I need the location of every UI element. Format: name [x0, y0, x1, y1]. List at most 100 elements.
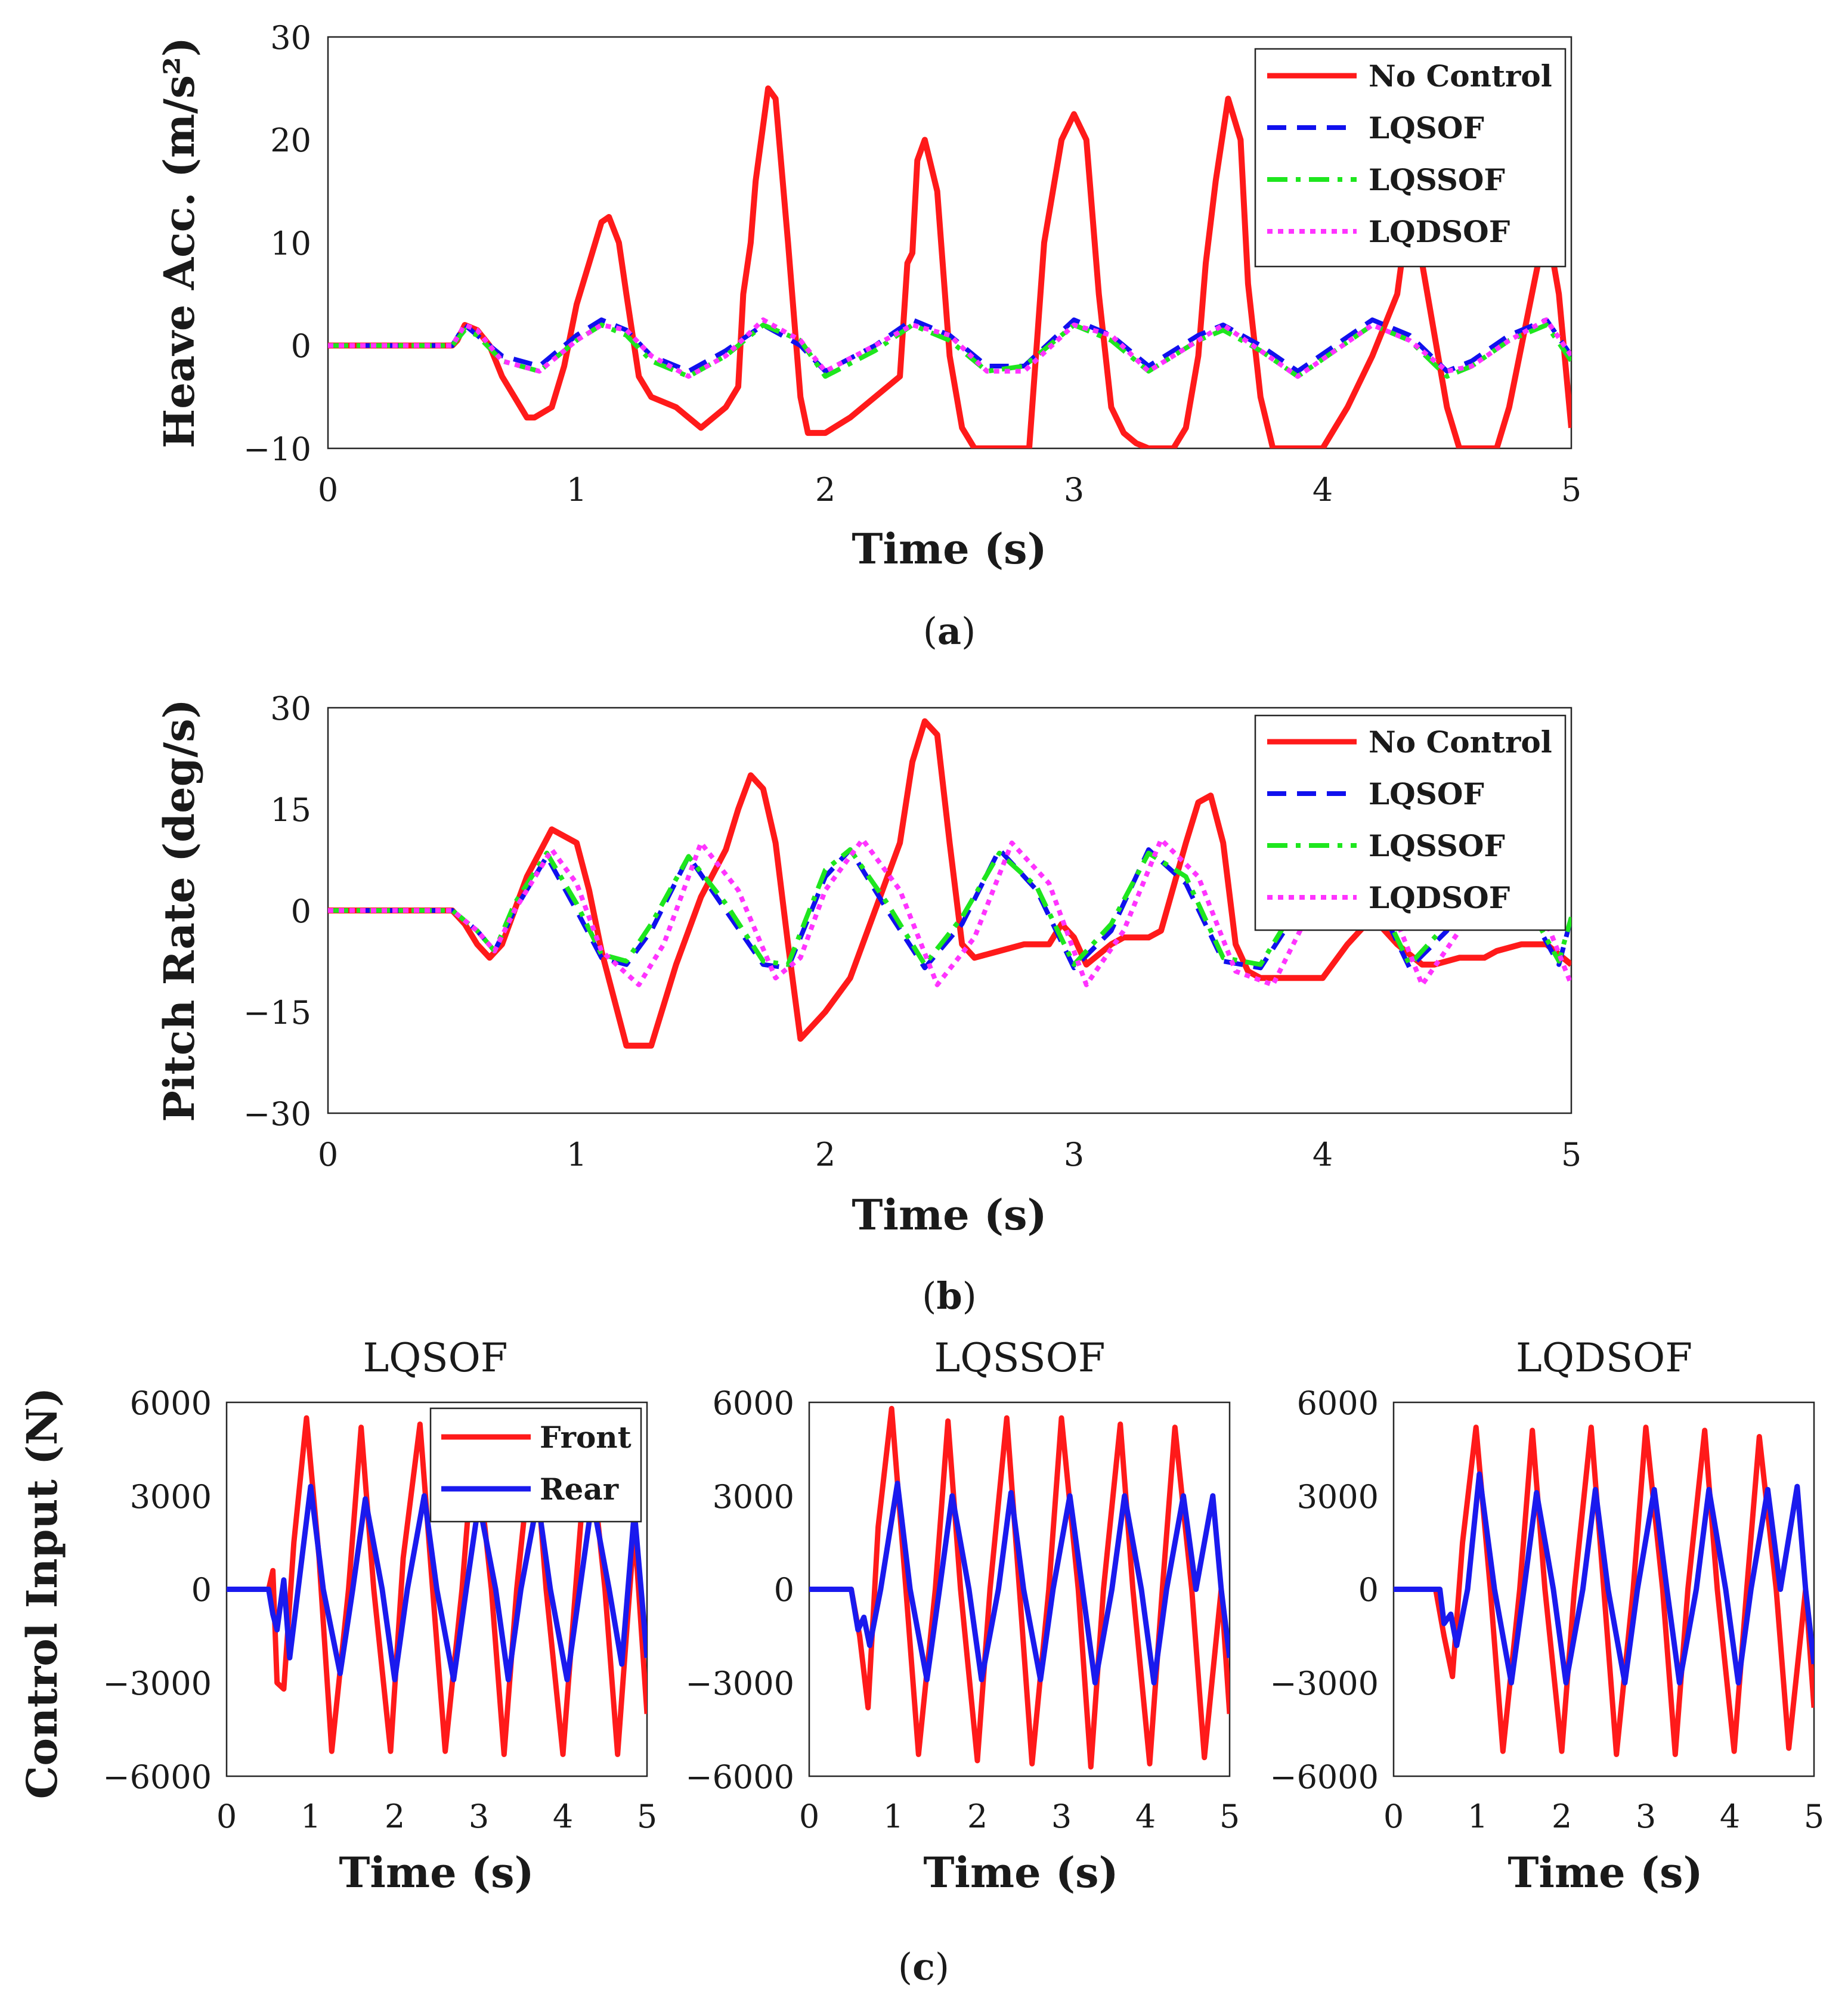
- ytick-label: 0: [774, 1571, 794, 1609]
- legend-label-no-control: No Control: [1369, 724, 1552, 760]
- xtick-label: 0: [216, 1798, 237, 1835]
- series-line-rear: [1394, 1471, 1814, 1686]
- panel-b-ytick-label: 30: [270, 690, 311, 727]
- subplot-lqdsof-x-axis-label: Time (s): [1508, 1848, 1702, 1897]
- series-line-no-control: [328, 85, 1571, 448]
- legend-label-lqsof: LQSOF: [1369, 776, 1484, 811]
- panel-a-y-ticks: 30 20 10 0 −10: [243, 19, 311, 468]
- xtick-label: 4: [1720, 1798, 1740, 1835]
- subplot-title-lqssof: LQSSOF: [934, 1335, 1105, 1381]
- series-line-no-control: [328, 718, 1571, 1049]
- legend-label-no-control: No Control: [1369, 58, 1552, 94]
- subplot-lqssof-series: [809, 1405, 1230, 1770]
- subplot-lqssof: LQSSOF 6000 3000 0 −3000 −6000 0 1 2 3 4…: [685, 1335, 1240, 1897]
- panel-b-y-ticks: 30 15 0 −15 −30: [243, 690, 311, 1133]
- series-line-front: [809, 1405, 1230, 1770]
- series-line-lqsof: [328, 847, 1571, 971]
- xtick-label: 5: [1219, 1798, 1240, 1835]
- xtick-label: 1: [883, 1798, 903, 1835]
- xtick-label: 3: [469, 1798, 489, 1835]
- panel-a-ytick-label: −10: [243, 430, 311, 468]
- xtick-label: 5: [637, 1798, 657, 1835]
- subplot-lqdsof: LQDSOF 6000 3000 0 −3000 −6000 0 1 2 3 4…: [1270, 1335, 1824, 1897]
- panel-b-ytick-label: −30: [243, 1095, 311, 1133]
- series-line-lqdsof: [328, 837, 1571, 987]
- panel-c: Control Input (N) LQSOF 6000 3000 0 −300…: [17, 1335, 1824, 1988]
- series-line-front: [227, 1415, 647, 1757]
- subplot-lqsof-x-axis-label: Time (s): [339, 1848, 534, 1897]
- xtick-label: 2: [385, 1798, 405, 1835]
- subplot-title-lqdsof: LQDSOF: [1516, 1335, 1692, 1381]
- series-line-lqdsof: [328, 317, 1571, 379]
- subplot-lqsof-legend-box: [429, 1407, 642, 1523]
- ytick-label: −3000: [685, 1665, 794, 1702]
- ytick-label: −6000: [685, 1758, 794, 1796]
- panel-b-xtick-label: 5: [1561, 1136, 1581, 1173]
- subplot-lqssof-x-axis-label: Time (s): [923, 1848, 1118, 1897]
- series-line-front: [1394, 1424, 1814, 1757]
- legend-label-lqssof: LQSSOF: [1369, 162, 1505, 197]
- panel-b-legend-box: [1254, 714, 1567, 931]
- panel-a-xtick-label: 3: [1064, 471, 1084, 509]
- subplot-lqsof: LQSOF 6000 3000 0 −3000 −6000 0 1 2 3 4 …: [103, 1335, 657, 1897]
- xtick-label: 0: [1383, 1798, 1404, 1835]
- panel-b-legend: No Control LQSOF LQSSOF LQDSOF: [1254, 714, 1567, 931]
- panel-a-ytick-label: 30: [270, 19, 311, 57]
- panel-b-xtick-label: 3: [1064, 1136, 1084, 1173]
- panel-a-xtick-label: 1: [567, 471, 587, 509]
- xtick-label: 4: [553, 1798, 573, 1835]
- xtick-label: 2: [967, 1798, 988, 1835]
- panel-a-y-axis-label: Heave Acc. (m/s²): [154, 37, 204, 448]
- ytick-label: 6000: [1297, 1384, 1379, 1422]
- panel-a-ytick-label: 0: [291, 327, 311, 365]
- panel-b: 30 15 0 −15 −30 0 1 2 3 4 5 Time (s) Pit…: [154, 690, 1581, 1318]
- subplot-title-lqsof: LQSOF: [363, 1335, 507, 1381]
- xtick-label: 0: [799, 1798, 819, 1835]
- legend-label-lqsof: LQSOF: [1369, 110, 1484, 145]
- panel-a-legend-box: [1254, 48, 1567, 268]
- panel-a-ytick-label: 20: [270, 122, 311, 159]
- panel-a: 30 20 10 0 −10 0 1 2 3 4 5 Time (s) Heav…: [154, 19, 1581, 653]
- panel-b-xtick-label: 4: [1313, 1136, 1333, 1173]
- legend-label-lqdsof: LQDSOF: [1369, 880, 1510, 915]
- panel-a-xtick-label: 4: [1313, 471, 1333, 509]
- subplot-lqsof-legend: Front Rear: [429, 1407, 642, 1523]
- series-line-lqsof: [328, 317, 1571, 374]
- panel-b-xtick-label: 1: [567, 1136, 587, 1173]
- panel-b-x-ticks: 0 1 2 3 4 5: [318, 1136, 1581, 1173]
- subplot-lqdsof-series: [1394, 1424, 1814, 1757]
- ytick-label: 3000: [130, 1478, 212, 1516]
- xtick-label: 1: [301, 1798, 321, 1835]
- panel-b-y-axis-label: Pitch Rate (deg/s): [154, 699, 204, 1122]
- panel-a-xtick-label: 5: [1561, 471, 1581, 509]
- legend-label-lqdsof: LQDSOF: [1369, 214, 1510, 249]
- panel-b-ytick-label: 0: [291, 893, 311, 930]
- panel-b-caption: (b): [922, 1274, 977, 1318]
- ytick-label: 3000: [713, 1478, 794, 1516]
- panel-c-caption: (c): [898, 1945, 949, 1988]
- legend-label-rear: Rear: [540, 1472, 619, 1507]
- xtick-label: 5: [1804, 1798, 1824, 1835]
- xtick-label: 3: [1636, 1798, 1656, 1835]
- ytick-label: 6000: [713, 1384, 794, 1422]
- ytick-label: 3000: [1297, 1478, 1379, 1516]
- legend-label-lqssof: LQSSOF: [1369, 828, 1505, 863]
- panel-a-series: [328, 85, 1571, 448]
- panel-b-xtick-label: 0: [318, 1136, 338, 1173]
- ytick-label: −3000: [1270, 1665, 1379, 1702]
- panel-a-x-axis-label: Time (s): [852, 524, 1047, 574]
- panel-c-y-axis-label: Control Input (N): [17, 1387, 67, 1799]
- panel-b-xtick-label: 2: [815, 1136, 835, 1173]
- legend-label-front: Front: [540, 1420, 632, 1455]
- ytick-label: −3000: [103, 1665, 212, 1702]
- panel-b-x-axis-label: Time (s): [852, 1190, 1047, 1240]
- panel-a-legend: No Control LQSOF LQSSOF LQDSOF: [1254, 48, 1567, 268]
- panel-a-caption: (a): [923, 609, 976, 653]
- xtick-label: 1: [1468, 1798, 1488, 1835]
- panel-a-xtick-label: 0: [318, 471, 338, 509]
- ytick-label: 0: [191, 1571, 212, 1609]
- panel-a-xtick-label: 2: [815, 471, 835, 509]
- xtick-label: 3: [1051, 1798, 1072, 1835]
- series-line-rear: [227, 1483, 647, 1683]
